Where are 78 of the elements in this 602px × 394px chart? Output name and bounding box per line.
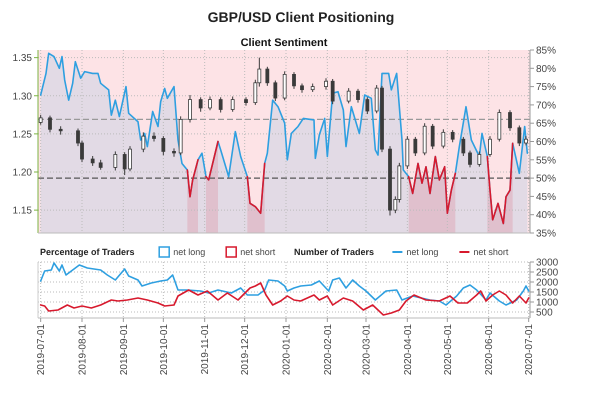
- x-tick-label: 2020-03-01: [362, 324, 372, 376]
- y2-tick-label: 1500: [536, 288, 559, 298]
- y-tick-label: 1.25: [12, 129, 32, 140]
- y2-tick-label: 2500: [536, 268, 559, 278]
- legend-title: Number of Traders: [294, 247, 374, 258]
- candlestick: [208, 96, 212, 111]
- y2-tick-label: 40%: [536, 210, 556, 222]
- candlestick: [365, 96, 370, 115]
- candlestick: [324, 78, 328, 90]
- x-tick-label: 2020-01-01: [282, 324, 292, 376]
- y2-tick-label: 80%: [536, 64, 556, 75]
- y2-tick-label: 1000: [536, 298, 559, 308]
- line-series: [40, 282, 530, 316]
- y2-tick-label: 2000: [536, 278, 559, 288]
- y2-tick-label: 50%: [536, 174, 556, 185]
- candlestick: [141, 132, 146, 153]
- candlestick: [218, 96, 223, 114]
- y-tick-label: 1.35: [12, 53, 32, 64]
- y2-tick-label: 75%: [536, 82, 556, 94]
- candlestick: [38, 114, 43, 126]
- candlestick: [346, 88, 351, 104]
- x-tick-label: 2019-08-01: [78, 324, 88, 376]
- candlestick: [477, 150, 482, 168]
- y-tick-label: 1.20: [12, 168, 32, 178]
- x-tick-label: 2020-05-01: [442, 324, 454, 376]
- candlestick: [113, 150, 118, 171]
- candlestick: [450, 130, 455, 143]
- y-tick-label: 1.30: [12, 91, 32, 102]
- candlestick: [468, 150, 472, 168]
- x-tick-label: 2019-11-01: [200, 324, 212, 374]
- candlestick: [265, 66, 270, 86]
- candlestick: [524, 136, 528, 146]
- candlestick: [300, 83, 304, 94]
- candlestick: [292, 72, 296, 90]
- y2-tick-label: 70%: [536, 100, 556, 112]
- candlestick: [488, 136, 492, 158]
- y-tick-label: 1.15: [12, 206, 32, 217]
- chart-subtitle: Client Sentiment: [240, 37, 328, 49]
- candlestick: [441, 128, 446, 149]
- candlestick: [161, 136, 166, 156]
- candlestick: [461, 136, 466, 156]
- x-tick-label: 2019-07-01: [36, 324, 48, 376]
- x-tick-label: 2020-02-01: [322, 324, 334, 376]
- y2-tick-label: 65%: [536, 118, 556, 130]
- candlestick: [188, 94, 192, 123]
- y2-tick-label: 35%: [536, 228, 556, 240]
- candlestick: [330, 78, 335, 105]
- x-tick-label: 2020-04-01: [402, 324, 414, 376]
- y2-tick-label: 500: [536, 308, 554, 318]
- y2-tick-label: 60%: [536, 137, 556, 148]
- legend-label: net short: [473, 247, 509, 258]
- legend-label: net long: [406, 247, 438, 258]
- legend-label: net long: [173, 247, 206, 258]
- x-tick-label: 2019-12-01: [240, 324, 252, 376]
- x-tick-label: 2020-06-01: [484, 324, 496, 376]
- legend-title: Percentage of Traders: [40, 247, 135, 258]
- chart-title: GBP/USD Client Positioning: [208, 9, 394, 25]
- y2-tick-label: 55%: [536, 155, 556, 166]
- y2-tick-label: 3000: [536, 258, 559, 268]
- x-tick-label: 2020-07-01: [524, 324, 536, 376]
- candlestick: [98, 159, 103, 170]
- candlestick: [282, 70, 287, 101]
- x-tick-label: 2019-10-01: [158, 324, 170, 376]
- candlestick: [90, 155, 95, 166]
- candlestick: [152, 132, 156, 142]
- y2-tick-label: 45%: [536, 192, 556, 203]
- candlestick: [48, 115, 52, 133]
- candlestick: [356, 88, 360, 104]
- candlestick: [517, 124, 522, 147]
- candlestick: [198, 96, 203, 112]
- y2-tick-label: 85%: [536, 46, 556, 56]
- candlestick: [430, 123, 435, 150]
- candlestick: [508, 110, 512, 132]
- candlestick: [230, 96, 235, 112]
- x-tick-label: 2019-09-01: [118, 324, 130, 376]
- candlestick: [273, 80, 278, 102]
- legend-label: net short: [240, 247, 276, 258]
- candlestick: [413, 136, 418, 156]
